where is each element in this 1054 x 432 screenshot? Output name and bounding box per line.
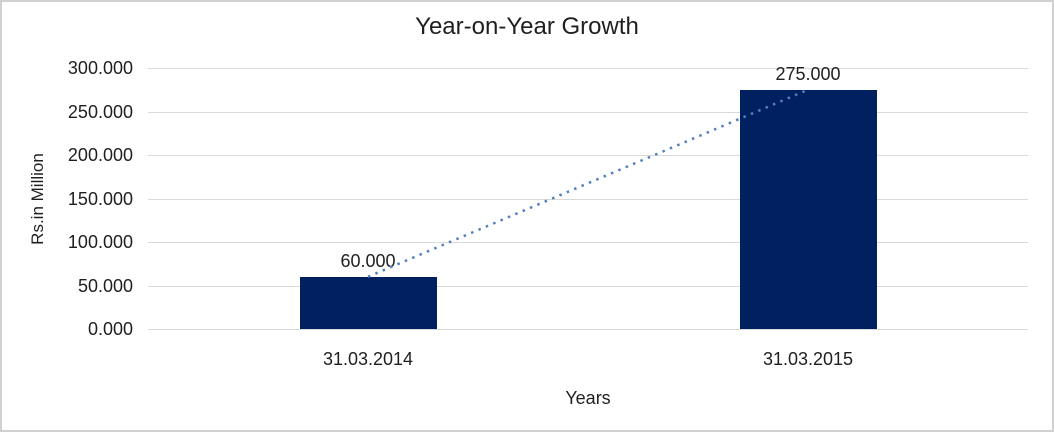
y-tick-label: 150.000 (67, 188, 133, 209)
y-tick-label: 250.000 (67, 101, 133, 122)
bar-value-label: 275.000 (775, 63, 841, 84)
y-tick-label: 0.000 (87, 319, 133, 339)
bar-31.03.2015 (739, 89, 877, 329)
gridline (148, 198, 1028, 200)
chart-title: Year-on-Year Growth (415, 13, 639, 40)
gridline (148, 285, 1028, 287)
gridline (148, 242, 1028, 243)
y-tick-label: 200.000 (67, 145, 133, 165)
x-axis-title: Years (565, 388, 611, 408)
x-tick-label: 31.03.2015 (762, 349, 854, 369)
plot-area (148, 68, 1028, 330)
gridline (148, 155, 1028, 156)
y-tick-label: 50.000 (77, 275, 133, 296)
gridline (148, 329, 1028, 330)
gridline (148, 111, 1028, 113)
y-tick-label: 300.000 (67, 58, 133, 78)
x-tick-label: 31.03.2014 (322, 349, 414, 369)
bar-value-label: 60.000 (340, 250, 396, 271)
gridline (148, 68, 1028, 69)
bar-31.03.2014 (299, 276, 437, 329)
y-tick-label: 100.000 (67, 232, 133, 252)
